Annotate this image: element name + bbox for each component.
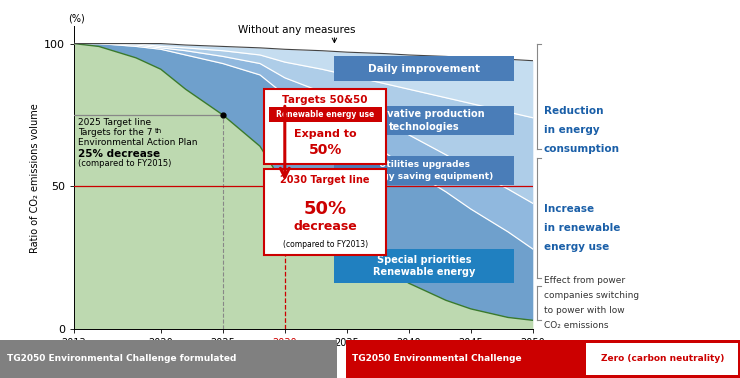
Text: companies switching: companies switching bbox=[544, 291, 639, 300]
Text: (FY): (FY) bbox=[538, 346, 557, 356]
Text: decrease: decrease bbox=[293, 220, 357, 234]
Text: Innovative production
technologies: Innovative production technologies bbox=[363, 109, 485, 132]
Text: 2030 Target line: 2030 Target line bbox=[280, 175, 370, 185]
Text: energy use: energy use bbox=[544, 242, 609, 252]
FancyBboxPatch shape bbox=[263, 89, 386, 164]
Text: (%): (%) bbox=[68, 14, 84, 23]
Text: Without any measures: Without any measures bbox=[238, 25, 356, 35]
Text: (compared to FY2015): (compared to FY2015) bbox=[78, 159, 171, 168]
Text: to power with low: to power with low bbox=[544, 306, 625, 315]
FancyBboxPatch shape bbox=[269, 107, 382, 122]
Text: Environmental Action Plan: Environmental Action Plan bbox=[78, 138, 198, 147]
Text: consumption: consumption bbox=[544, 144, 620, 153]
FancyBboxPatch shape bbox=[263, 169, 386, 255]
Text: TG2050 Environmental Challenge formulated: TG2050 Environmental Challenge formulate… bbox=[7, 354, 237, 363]
Text: Renewable energy use: Renewable energy use bbox=[276, 110, 374, 119]
FancyBboxPatch shape bbox=[334, 56, 514, 81]
FancyBboxPatch shape bbox=[334, 249, 514, 283]
Text: in energy: in energy bbox=[544, 125, 599, 135]
Text: 2025 Target line: 2025 Target line bbox=[78, 118, 151, 127]
Text: (compared to FY2013): (compared to FY2013) bbox=[283, 240, 368, 249]
Text: Utilities upgrades
(energy saving equipment): Utilities upgrades (energy saving equipm… bbox=[355, 160, 494, 181]
Text: in renewable: in renewable bbox=[544, 223, 620, 233]
Text: TG2050 Environmental Challenge: TG2050 Environmental Challenge bbox=[352, 354, 521, 363]
Text: Daily improvement: Daily improvement bbox=[369, 64, 480, 74]
Text: Zero (carbon neutrality): Zero (carbon neutrality) bbox=[601, 354, 724, 363]
Text: CO₂ emissions: CO₂ emissions bbox=[544, 321, 608, 330]
FancyBboxPatch shape bbox=[334, 156, 514, 185]
Text: Reduction: Reduction bbox=[544, 106, 603, 116]
Text: th: th bbox=[155, 128, 162, 134]
Text: 25% decrease: 25% decrease bbox=[78, 149, 160, 159]
Text: Effect from power: Effect from power bbox=[544, 276, 625, 285]
Text: Targets for the 7: Targets for the 7 bbox=[78, 128, 152, 137]
Text: 50%: 50% bbox=[309, 143, 342, 157]
Text: Targets 50&50: Targets 50&50 bbox=[283, 95, 368, 105]
Text: Expand to: Expand to bbox=[294, 129, 357, 139]
Text: Special priorities
Renewable energy: Special priorities Renewable energy bbox=[373, 255, 476, 277]
Y-axis label: Ratio of CO₂ emissions volume: Ratio of CO₂ emissions volume bbox=[30, 103, 40, 253]
FancyBboxPatch shape bbox=[334, 106, 514, 135]
Text: Increase: Increase bbox=[544, 204, 594, 214]
Text: 50%: 50% bbox=[303, 200, 346, 218]
